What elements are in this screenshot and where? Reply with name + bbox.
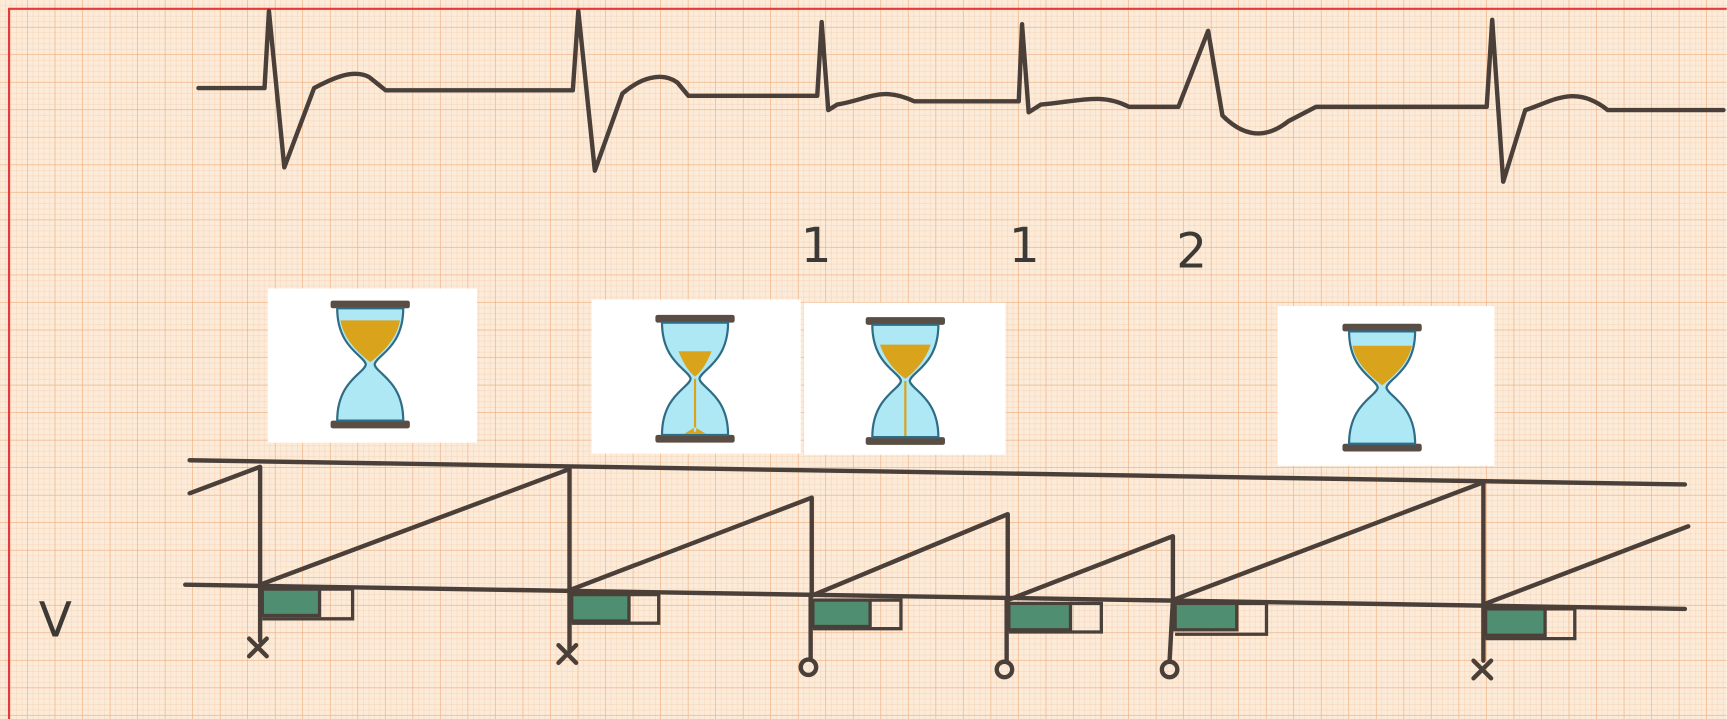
refractory-bars (260, 587, 1577, 641)
ladder (183, 458, 1691, 681)
ecg-trace (196, 8, 1726, 184)
beat-label: 1 (1009, 218, 1040, 274)
hourglass (267, 288, 478, 443)
hourglass (1277, 306, 1495, 466)
hourglass (804, 302, 1006, 455)
beat-label: 2 (1176, 224, 1207, 280)
frame (7, 7, 1727, 719)
beat-label: 1 (801, 218, 832, 274)
lead-label: V (39, 592, 72, 648)
hourglass (591, 299, 801, 454)
